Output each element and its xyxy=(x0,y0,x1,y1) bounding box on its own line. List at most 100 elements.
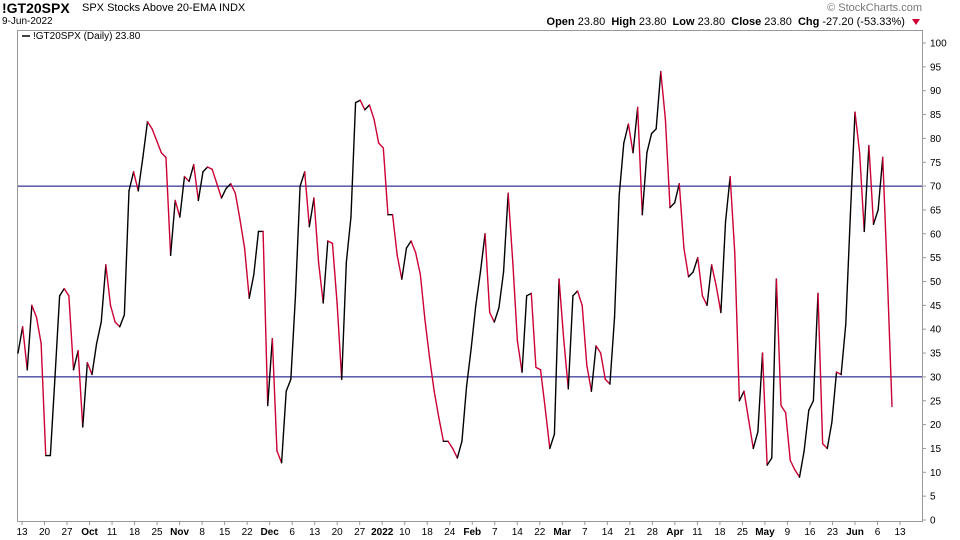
series-segment xyxy=(595,345,602,354)
y-tick-label: 10 xyxy=(930,468,942,479)
series-segment xyxy=(21,326,28,371)
series-segment xyxy=(276,450,283,464)
series-segment xyxy=(230,183,237,194)
series-segment xyxy=(502,192,509,273)
series-segment xyxy=(831,371,838,423)
series-segment xyxy=(17,326,24,354)
series-segment xyxy=(817,292,824,445)
series-segment xyxy=(294,185,301,297)
series-segment xyxy=(882,156,889,278)
series-segment xyxy=(562,338,569,390)
series-segment xyxy=(558,278,565,340)
series-segment xyxy=(544,407,551,450)
plot-area-frame xyxy=(17,30,923,522)
series-segment xyxy=(567,295,574,390)
x-tick-label: 27 xyxy=(61,527,73,538)
y-tick-label: 90 xyxy=(930,86,942,97)
close-label: Close xyxy=(731,16,762,28)
series-segment xyxy=(313,197,320,264)
series-segment xyxy=(183,175,190,183)
series-segment xyxy=(854,111,861,154)
series-segment xyxy=(451,447,459,459)
series-segment xyxy=(729,175,736,254)
x-tick-label: 11 xyxy=(692,527,703,538)
series-segment xyxy=(586,364,593,392)
y-tick-label: 70 xyxy=(930,182,942,193)
series-segment xyxy=(660,70,667,121)
series-segment xyxy=(539,369,546,409)
x-tick-label: 20 xyxy=(332,527,344,538)
series-segment xyxy=(438,416,445,442)
y-tick-label: 30 xyxy=(930,372,942,383)
chg-value: -27.20 (-53.33%) xyxy=(822,16,905,28)
series-segment xyxy=(530,292,537,369)
series-segment xyxy=(812,292,819,402)
series-segment xyxy=(267,338,274,407)
y-tick-label: 15 xyxy=(930,444,942,455)
series-segment xyxy=(77,349,84,428)
series-segment xyxy=(253,230,260,276)
x-tick-label: 28 xyxy=(647,527,659,538)
series-segment xyxy=(225,183,232,190)
x-tick-label: 25 xyxy=(152,527,164,538)
series-segment xyxy=(193,163,200,202)
series-segment xyxy=(304,171,311,228)
series-segment xyxy=(627,123,634,154)
legend-label: !GT20SPX (Daily) 23.80 xyxy=(33,31,141,42)
series-segment xyxy=(165,156,172,256)
y-tick-label: 25 xyxy=(930,396,942,407)
x-tick-label: 7 xyxy=(492,527,498,538)
series-segment xyxy=(465,347,472,388)
y-tick-label: 40 xyxy=(930,325,942,336)
series-segment xyxy=(151,128,158,142)
series-segment xyxy=(664,118,671,209)
series-segment xyxy=(40,342,47,457)
series-segment xyxy=(405,240,412,249)
series-segment xyxy=(336,302,343,380)
series-segment xyxy=(91,342,98,376)
legend: !GT20SPX (Daily) 23.80 xyxy=(22,31,141,42)
series-segment xyxy=(49,376,56,457)
series-segment xyxy=(886,276,893,408)
x-tick-label: 25 xyxy=(737,527,749,538)
series-segment xyxy=(868,144,875,225)
series-segment xyxy=(757,352,764,433)
low-label: Low xyxy=(672,16,695,28)
series-segment xyxy=(512,261,519,342)
series-segment xyxy=(156,140,163,154)
series-segment xyxy=(516,340,523,373)
series-segment xyxy=(479,233,486,273)
series-segment xyxy=(100,264,107,323)
series-segment xyxy=(720,221,727,314)
x-tick-label: Oct xyxy=(81,527,98,538)
series-segment xyxy=(835,371,842,376)
x-tick-label: 7 xyxy=(582,527,588,538)
series-segment xyxy=(119,314,126,328)
series-segment xyxy=(794,469,801,478)
series-segment xyxy=(821,442,828,450)
x-tick-label: Jun xyxy=(846,527,864,538)
series-segment xyxy=(692,256,699,273)
y-tick-label: 75 xyxy=(930,158,942,169)
series-segment xyxy=(632,106,639,154)
series-segment xyxy=(808,400,815,411)
series-segment xyxy=(724,175,731,223)
y-tick-label: 95 xyxy=(930,62,942,73)
x-tick-label: 24 xyxy=(444,527,456,538)
series-segment xyxy=(410,240,417,254)
series-segment xyxy=(58,287,65,297)
series-segment xyxy=(377,142,385,149)
series-segment xyxy=(710,264,717,287)
series-segment xyxy=(576,290,583,307)
open-value: 23.80 xyxy=(577,16,606,28)
series-segment xyxy=(623,123,630,144)
series-segment xyxy=(743,390,750,421)
series-segment xyxy=(211,168,218,185)
series-segment xyxy=(174,199,181,218)
series-segment xyxy=(239,218,246,249)
x-tick-label: 14 xyxy=(602,527,614,538)
series-segment xyxy=(641,152,648,216)
x-tick-label: 11 xyxy=(107,527,118,538)
series-segment xyxy=(391,214,398,256)
series-segment xyxy=(553,278,560,435)
